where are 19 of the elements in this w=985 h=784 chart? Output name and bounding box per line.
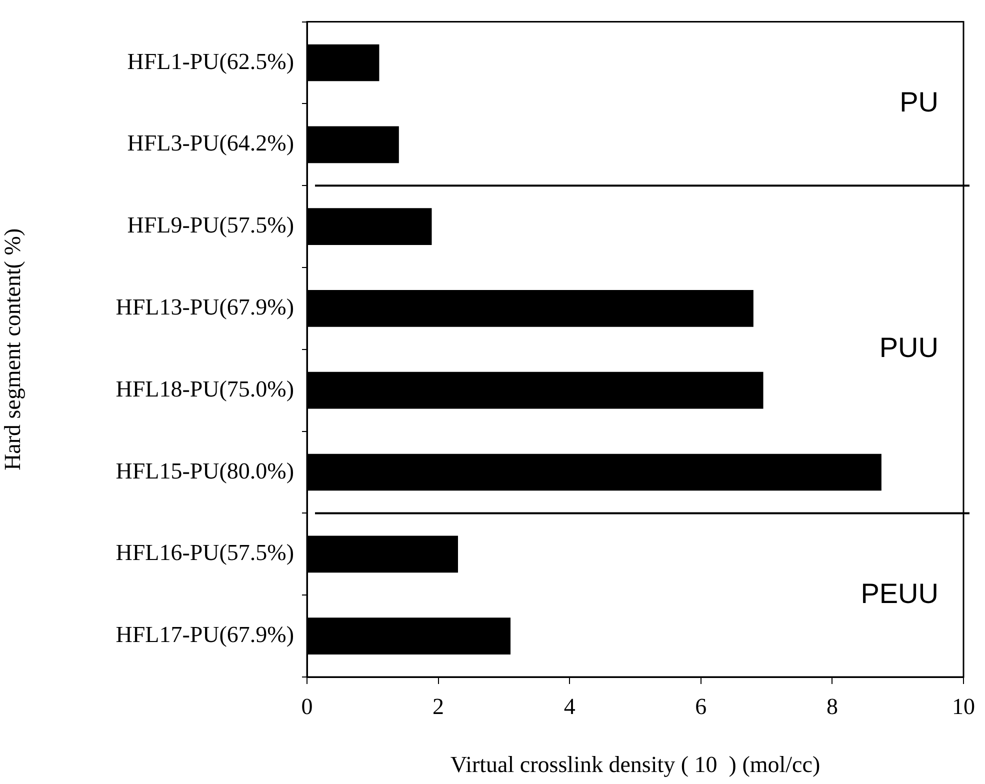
y-axis-title: Hard segment content( %) [0,228,25,470]
y-tick-label: HFL17-PU(67.9%) [116,622,294,648]
x-tick-label: 0 [301,694,313,719]
y-tick-label: HFL15-PU(80.0%) [116,458,294,484]
annotation: PEUU [860,578,938,609]
x-tick-label: 10 [952,694,975,719]
y-tick-label: HFL18-PU(75.0%) [116,376,294,402]
annotation: PU [900,86,938,118]
x-tick-label: 4 [564,694,576,719]
y-tick-label: HFL16-PU(57.5%) [116,540,294,566]
annotation: PUU [879,332,938,364]
x-tick-label: 6 [695,694,707,719]
y-tick-label: HFL3-PU(64.2%) [127,130,294,156]
y-tick-label: HFL9-PU(57.5%) [127,212,294,238]
x-tick-label: 8 [826,694,838,719]
x-axis-title: Virtual crosslink density ( 10 ) (mol/cc) [450,752,820,778]
y-tick-label: HFL1-PU(62.5%) [127,48,294,74]
y-tick-label: HFL13-PU(67.9%) [116,294,294,320]
x-tick-label: 2 [432,694,444,719]
